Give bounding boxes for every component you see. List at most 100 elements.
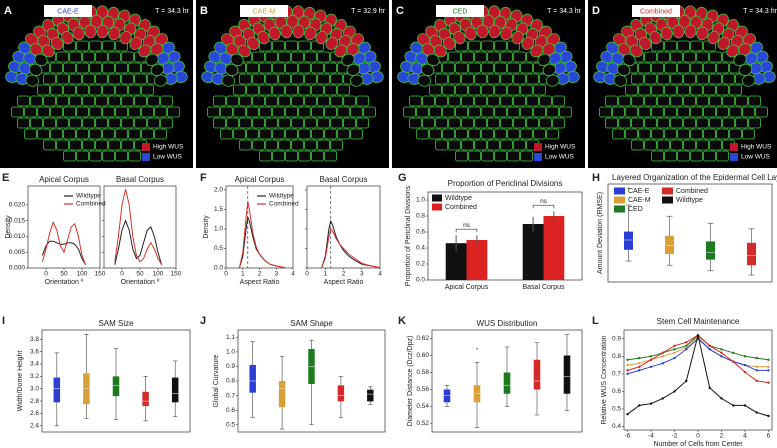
- cell: [629, 44, 643, 58]
- cell: [76, 40, 89, 52]
- y-tick-label: 0.58: [416, 369, 429, 376]
- cell: [703, 106, 716, 118]
- cell: [511, 30, 524, 45]
- cell: [435, 73, 448, 85]
- data-point: [720, 351, 723, 355]
- cell: [285, 84, 298, 96]
- cell: [703, 128, 716, 140]
- cell: [748, 95, 761, 107]
- cell: [134, 73, 147, 85]
- cell: [481, 62, 494, 74]
- cell: [63, 62, 76, 74]
- cell: [638, 84, 651, 96]
- cell: [521, 36, 535, 50]
- cell: [37, 84, 50, 96]
- cell: [63, 84, 76, 96]
- cell: [115, 106, 128, 118]
- y-tick-label: 0.010: [9, 233, 26, 240]
- legend-label: Low WUS: [741, 154, 771, 161]
- cell: [494, 40, 507, 52]
- x-tick-label: 3: [274, 271, 278, 278]
- cell: [108, 95, 121, 107]
- data-line: [238, 215, 285, 269]
- cell: [50, 84, 63, 96]
- significance-bracket: [455, 228, 478, 233]
- cell: [644, 117, 657, 129]
- plot-title: Stem Cell Maintenance: [657, 317, 740, 326]
- cell: [50, 62, 63, 74]
- cell: [337, 106, 350, 118]
- time-label: T = 34.3 hr: [155, 8, 190, 15]
- significance-bracket: [532, 204, 555, 209]
- cell: [494, 128, 507, 140]
- cell: [644, 51, 657, 63]
- data-line: [627, 334, 769, 384]
- cell: [292, 24, 305, 39]
- cell: [683, 51, 696, 63]
- data-line: [321, 228, 381, 269]
- cell: [729, 84, 742, 96]
- cell: [226, 117, 239, 129]
- cell: [324, 62, 337, 74]
- legend-swatch: [534, 153, 542, 161]
- cell: [487, 51, 500, 63]
- cell: [422, 95, 435, 107]
- cell: [717, 36, 731, 50]
- cell: [102, 84, 115, 96]
- cell: [76, 84, 89, 96]
- y-tick-label: 0.9: [612, 335, 621, 342]
- data-point: [649, 402, 653, 405]
- cell: [315, 30, 328, 45]
- cell: [657, 51, 670, 63]
- y-tick-label: 0.8: [416, 213, 425, 220]
- cell: [677, 40, 690, 52]
- data-line: [41, 240, 87, 266]
- cell: [317, 95, 330, 107]
- cell: [89, 106, 102, 118]
- y-tick-label: 2.6: [30, 410, 39, 417]
- cell: [272, 84, 285, 96]
- legend-swatch: [534, 143, 542, 151]
- cell: [298, 40, 311, 52]
- cell: [461, 139, 474, 151]
- cell: [272, 150, 285, 162]
- x-tick-label: -6: [625, 433, 631, 440]
- cell: [304, 117, 317, 129]
- cell: [672, 24, 685, 39]
- y-tick-label: 0.6: [226, 407, 235, 414]
- plot-title: Apical Corpus: [39, 175, 89, 184]
- cell: [468, 106, 481, 118]
- cell: [121, 51, 134, 63]
- cell: [102, 150, 115, 162]
- legend-swatch: [614, 205, 625, 213]
- cell: [246, 128, 259, 140]
- cell: [285, 150, 298, 162]
- cell: [160, 117, 173, 129]
- cell: [494, 84, 507, 96]
- data-point: [673, 390, 676, 393]
- data-point: [720, 348, 723, 351]
- cell: [703, 62, 716, 74]
- y-tick-label: 0.000: [9, 265, 26, 272]
- cell: [89, 150, 102, 162]
- cell: [709, 95, 722, 107]
- x-axis-label: Aspect Ratio: [324, 279, 364, 286]
- cell: [63, 128, 76, 140]
- cell: [84, 24, 97, 39]
- data-point: [767, 365, 770, 369]
- data-point: [661, 397, 664, 400]
- simulation-panel: D Combined T = 34.3 hr High WUS Low WUS: [588, 0, 777, 168]
- cell: [429, 128, 442, 140]
- simulation-panel: B CAE-M T = 32.9 hr: [196, 0, 389, 168]
- cell: [121, 117, 134, 129]
- cell: [722, 95, 735, 107]
- cell: [664, 84, 677, 96]
- cell: [442, 62, 455, 74]
- plot-title: Apical Corpus: [235, 175, 285, 184]
- cell: [442, 128, 455, 140]
- cell: [748, 117, 761, 129]
- legend-label: Low WUS: [545, 154, 575, 161]
- cell: [429, 84, 442, 96]
- cell: [17, 117, 30, 129]
- cell: [729, 128, 742, 140]
